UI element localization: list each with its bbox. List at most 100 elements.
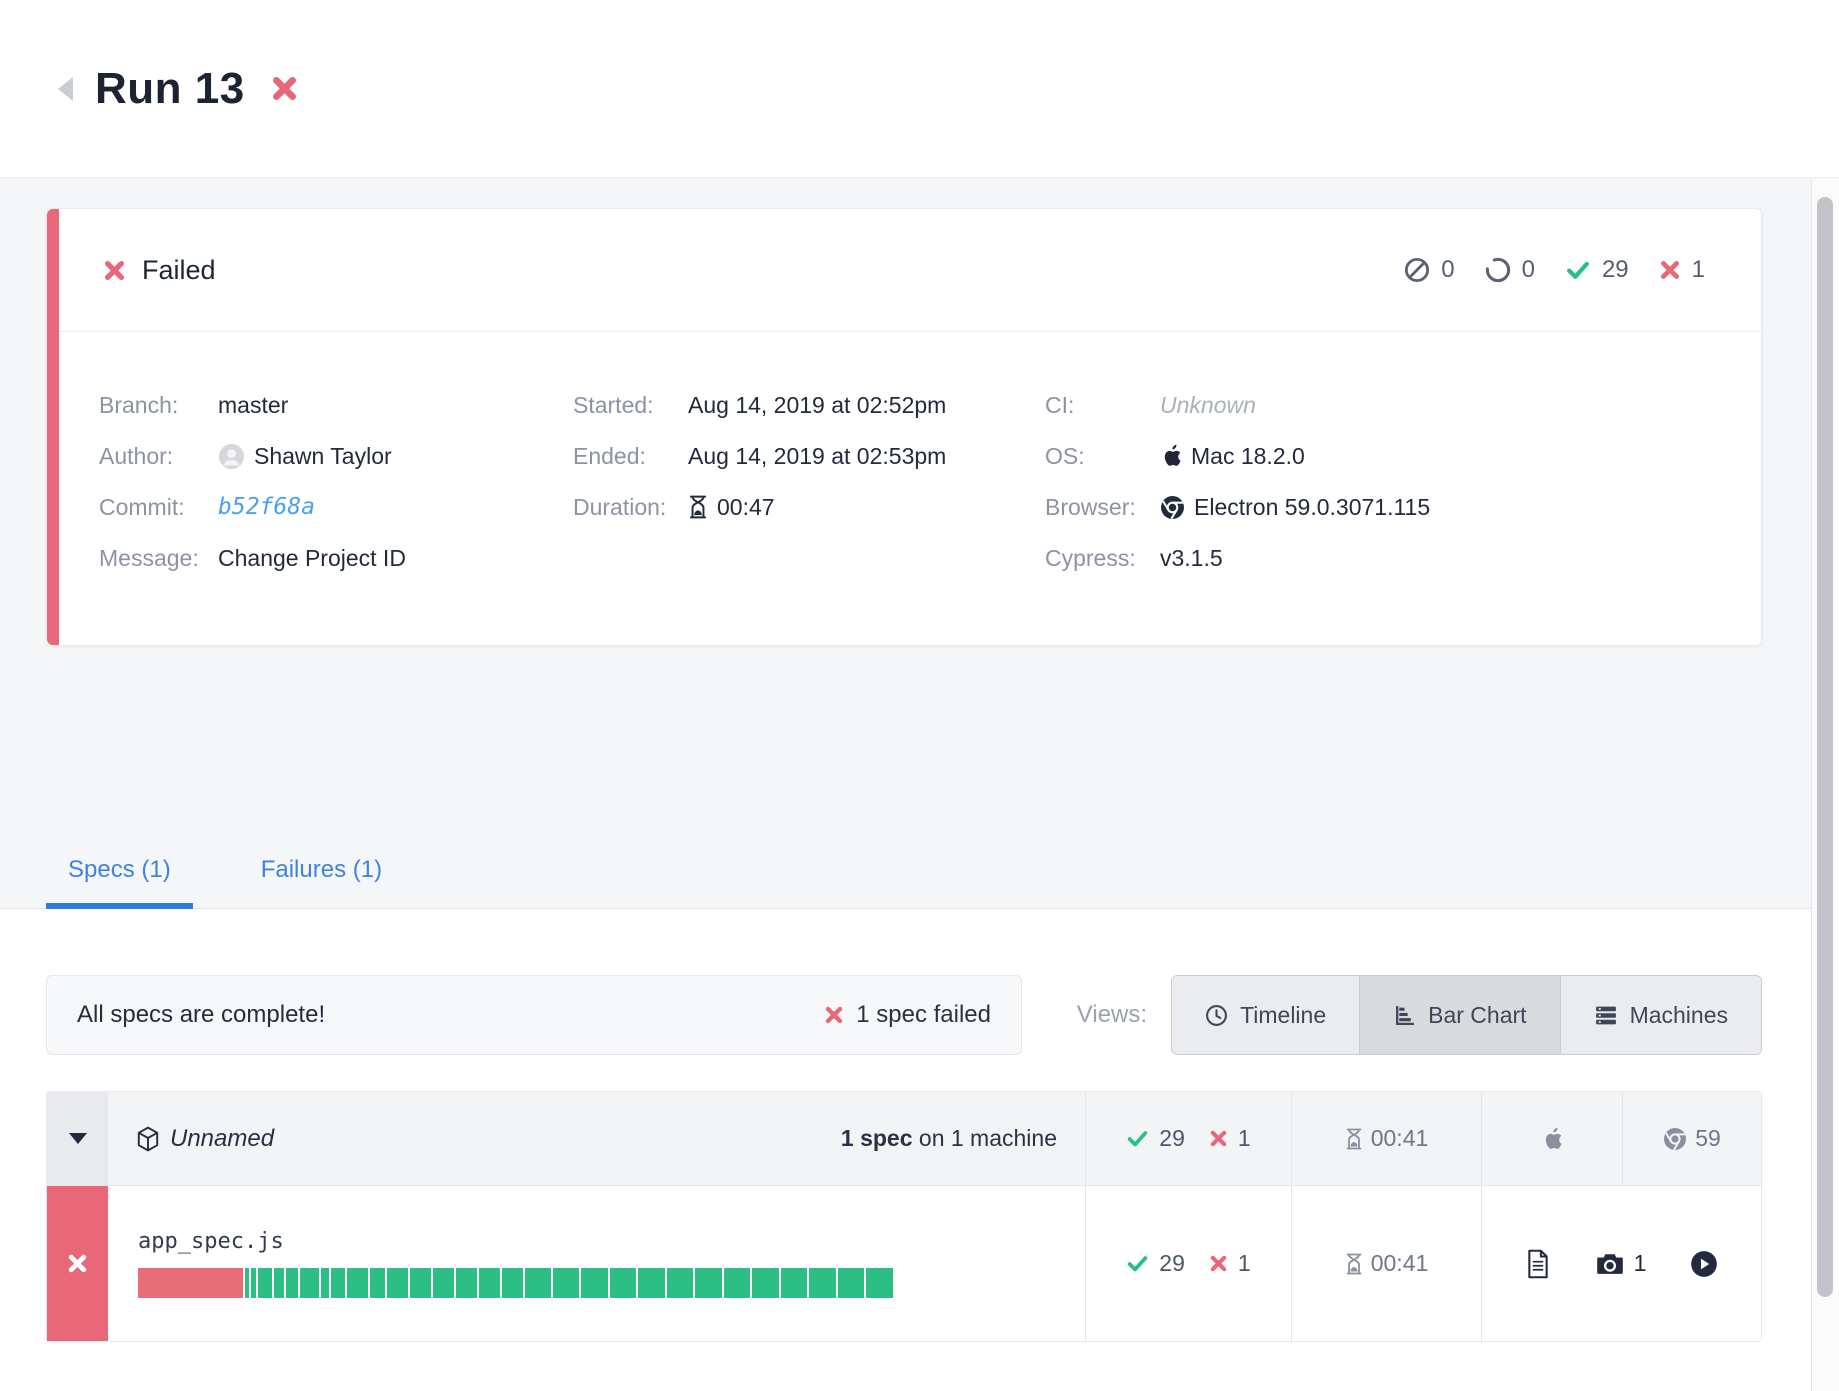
- bar-segment-passed: [410, 1268, 431, 1298]
- play-video-icon[interactable]: [1690, 1250, 1718, 1278]
- skipped-count: 0: [1441, 256, 1455, 283]
- spec-duration: 00:41: [1370, 1250, 1429, 1276]
- browser-value: Electron 59.0.3071.115: [1194, 494, 1431, 520]
- run-details: Branch: master Author: Shawn Taylor Comm…: [47, 332, 1761, 645]
- status-stats: 0 0 29 1: [1404, 256, 1705, 284]
- spec-filename[interactable]: app_spec.js: [138, 1229, 284, 1254]
- scrollbar-thumb[interactable]: [1817, 197, 1833, 1297]
- detail-duration: Duration: 00:47: [573, 490, 1045, 524]
- bar-segment-passed: [347, 1268, 368, 1298]
- bar-segment-passed: [300, 1268, 319, 1298]
- failed-x-icon: [1209, 1254, 1228, 1273]
- clock-icon: [1205, 1004, 1228, 1027]
- message-value: Change Project ID: [218, 545, 406, 571]
- cypress-value: v3.1.5: [1160, 545, 1223, 571]
- pending-count: 0: [1521, 256, 1535, 283]
- bar-segment-passed: [553, 1268, 579, 1298]
- screenshots: 1: [1595, 1250, 1646, 1277]
- bar-segment-passed: [258, 1268, 272, 1298]
- passed-check-icon: [1565, 257, 1591, 283]
- back-button[interactable]: [58, 76, 73, 101]
- bar-segment-passed: [370, 1268, 385, 1298]
- specs-toolbar: All specs are complete! 1 spec failed Vi…: [46, 975, 1762, 1055]
- stdout-document-icon[interactable]: [1525, 1249, 1551, 1279]
- tab-failures[interactable]: Failures (1): [260, 856, 383, 883]
- skipped-ban-icon: [1404, 257, 1430, 283]
- spec-failed-x-icon: [824, 1005, 844, 1025]
- detail-ended: Ended: Aug 14, 2019 at 02:53pm: [573, 439, 1045, 473]
- caret-down-icon: [68, 1133, 87, 1144]
- status-label: Failed: [142, 254, 216, 285]
- views-button-group: Timeline Bar Chart Machines: [1171, 975, 1762, 1055]
- page-title: Run 13: [95, 63, 245, 113]
- detail-ci: CI: Unknown: [1045, 388, 1705, 422]
- bar-segment-passed: [866, 1268, 893, 1298]
- detail-browser: Browser: Electron 59.0.3071.115: [1045, 490, 1705, 524]
- bar-segment-passed: [479, 1268, 500, 1298]
- spec-failed-note: 1 spec failed: [824, 1001, 991, 1029]
- spec-duration-bar: [138, 1268, 898, 1298]
- bar-segment-passed: [667, 1268, 693, 1298]
- commit-link[interactable]: b52f68a: [218, 494, 315, 520]
- stat-failed: 1: [1659, 256, 1705, 284]
- bar-segment-passed: [274, 1268, 284, 1298]
- spec-row[interactable]: app_spec.js 29 1: [47, 1185, 1761, 1341]
- spec-stats-cell: 29 1: [1085, 1186, 1291, 1341]
- camera-icon[interactable]: [1595, 1251, 1625, 1277]
- white-x-icon: [67, 1253, 88, 1274]
- status-card: Failed 0 0: [46, 208, 1762, 646]
- bar-segment-passed: [456, 1268, 477, 1298]
- collapse-toggle[interactable]: [47, 1092, 108, 1185]
- timeline-view-button[interactable]: Timeline: [1172, 976, 1360, 1054]
- bar-chart-view-button[interactable]: Bar Chart: [1359, 976, 1560, 1054]
- started-value: Aug 14, 2019 at 02:52pm: [688, 392, 947, 418]
- bar-segment-passed: [433, 1268, 454, 1298]
- spec-failed: 1: [1209, 1250, 1251, 1277]
- machines-view-button[interactable]: Machines: [1559, 976, 1761, 1054]
- apple-icon: [1160, 443, 1182, 469]
- group-browser-cell: 59: [1622, 1092, 1761, 1185]
- bar-segment-passed: [809, 1268, 836, 1298]
- bar-segment-passed: [752, 1268, 779, 1298]
- stat-pending: 0: [1485, 256, 1535, 284]
- branch-value: master: [218, 392, 289, 418]
- failed-stripe: [47, 209, 59, 645]
- group-stats-cell: 29 1: [1085, 1092, 1291, 1185]
- chrome-icon-dark: [1160, 495, 1185, 520]
- apple-icon-gray: [1541, 1126, 1563, 1152]
- chrome-icon-gray: [1663, 1127, 1687, 1151]
- avatar: [218, 443, 245, 470]
- group-os-cell: [1481, 1092, 1622, 1185]
- spec-duration-cell: 00:41: [1291, 1186, 1481, 1341]
- bar-segment-passed: [245, 1268, 249, 1298]
- hourglass-icon: [1345, 1128, 1363, 1150]
- spec-group-row[interactable]: Unnamed 1 spec on 1 machine 29 1: [47, 1092, 1761, 1185]
- bar-segment-passed: [581, 1268, 608, 1298]
- tab-specs[interactable]: Specs (1): [46, 856, 193, 909]
- group-name: Unnamed: [170, 1124, 275, 1152]
- stat-passed: 29: [1565, 256, 1629, 284]
- ended-value: Aug 14, 2019 at 02:53pm: [688, 443, 947, 469]
- group-failed: 1: [1209, 1125, 1251, 1152]
- bar-segment-passed: [781, 1268, 807, 1298]
- os-value: Mac 18.2.0: [1191, 443, 1305, 469]
- passed-check-icon: [1126, 1127, 1149, 1150]
- status-row: Failed 0 0: [47, 209, 1761, 332]
- bar-chart-icon: [1393, 1004, 1416, 1027]
- detail-started: Started: Aug 14, 2019 at 02:52pm: [573, 388, 1045, 422]
- scrollbar-track[interactable]: [1811, 179, 1839, 1391]
- bar-segment-passed: [387, 1268, 408, 1298]
- failed-x-icon: [1209, 1129, 1228, 1148]
- pending-circle-icon: [1485, 257, 1511, 283]
- detail-message: Message: Change Project ID: [99, 541, 573, 575]
- group-passed: 29: [1126, 1125, 1185, 1152]
- bar-segment-passed: [331, 1268, 345, 1298]
- detail-branch: Branch: master: [99, 388, 573, 422]
- run-failed-close-icon[interactable]: [271, 75, 298, 102]
- detail-os: OS: Mac 18.2.0: [1045, 439, 1705, 473]
- bar-segment-passed: [724, 1268, 750, 1298]
- machines-icon: [1594, 1004, 1618, 1027]
- passed-check-icon: [1126, 1252, 1149, 1275]
- spec-passed: 29: [1126, 1250, 1185, 1277]
- group-browser-version: 59: [1695, 1125, 1721, 1151]
